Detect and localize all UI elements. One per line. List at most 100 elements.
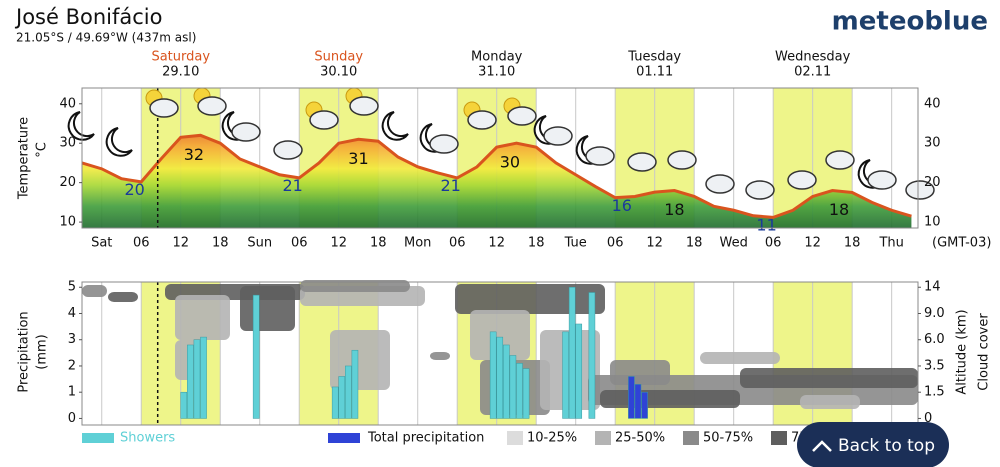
precip-bar	[522, 368, 530, 419]
timezone: (GMT-03)	[932, 236, 991, 251]
day-name: Monday	[471, 50, 523, 65]
brand: meteoblue	[832, 7, 988, 37]
y-tick-label: 5	[68, 280, 76, 295]
cloud-icon	[429, 134, 459, 154]
y-unit: (mm)	[35, 334, 50, 369]
y2-tick-label: 3.5	[924, 358, 945, 373]
y-tick-label: 3	[68, 332, 76, 347]
precip-bar	[252, 294, 260, 419]
cloud-icon	[787, 170, 817, 190]
y-tick-label-right: 10	[924, 215, 941, 230]
x-tick-label: Wed	[720, 236, 748, 251]
x-tick-label: 06	[765, 236, 782, 251]
precip-bar	[193, 339, 201, 419]
cloud-icon	[197, 96, 227, 116]
extreme-label: 18	[664, 200, 684, 219]
legend-label: 25-50%	[615, 431, 665, 446]
precip-bar	[641, 391, 648, 419]
day-name: Saturday	[151, 50, 210, 65]
precip-bar	[351, 349, 359, 419]
day-name: Tuesday	[627, 50, 681, 65]
coords: 21.05°S / 49.69°W (437m asl)	[16, 31, 196, 45]
cloud-layer	[470, 310, 530, 360]
cloud-layer	[82, 285, 107, 297]
y-tick-label-right: 30	[924, 136, 941, 151]
x-tick-label: Sun	[247, 236, 272, 251]
y-tick-label: 1	[68, 385, 76, 400]
precip-bar	[516, 363, 523, 419]
precip-bar	[200, 336, 207, 419]
cloud-layer	[300, 280, 410, 292]
y-tick-label: 0	[68, 411, 76, 426]
y-tick-label-right: 20	[924, 175, 941, 190]
precip-bar	[496, 336, 504, 419]
legend-swatch	[82, 433, 114, 443]
x-tick-label: Sat	[91, 236, 112, 251]
precip-bar	[575, 323, 583, 419]
button-bg[interactable]	[797, 422, 949, 467]
extreme-label: 11	[756, 216, 776, 235]
button-label[interactable]: Back to top	[838, 436, 935, 456]
y2-label2: Cloud cover	[977, 313, 992, 391]
cloud-icon	[507, 106, 537, 126]
extreme-label: 31	[348, 149, 368, 168]
y-label: Temperature	[17, 117, 32, 200]
x-tick-label: 18	[370, 236, 387, 251]
day-date: 31.10	[478, 65, 515, 80]
day-date: 29.10	[162, 65, 199, 80]
back-to-top[interactable]: Back to top	[797, 422, 949, 467]
legend-label: 10-25%	[527, 431, 577, 446]
x-tick-label: Thu	[878, 236, 903, 251]
precip-bar	[187, 344, 194, 419]
cloud-layer	[455, 284, 605, 314]
cloud-icon	[149, 98, 179, 118]
precip-bar	[489, 331, 497, 419]
x-tick-label: 12	[488, 236, 505, 251]
cloud-icon	[231, 122, 261, 142]
extreme-label: 16	[612, 196, 632, 215]
y-label: Precipitation	[17, 311, 32, 392]
y2-label: Altitude (km)	[955, 309, 970, 394]
plot-border	[81, 281, 919, 426]
moon-icon	[381, 111, 409, 141]
legend-swatch	[683, 431, 699, 445]
cloud-icon	[745, 180, 775, 200]
x-tick-label: 06	[291, 236, 308, 251]
x-tick-label: 06	[133, 236, 150, 251]
day-name: Sunday	[314, 50, 363, 65]
precip-bar	[562, 331, 569, 419]
cloud-icon	[467, 110, 497, 130]
day-date: 01.11	[636, 65, 673, 80]
cloud-icon	[543, 126, 573, 146]
moon-icon	[105, 127, 133, 157]
x-tick-label: 12	[646, 236, 663, 251]
cloud-layer	[108, 292, 138, 302]
cloud-icon	[273, 140, 303, 160]
extreme-label: 32	[184, 145, 204, 164]
y2-tick-label: 9.0	[924, 306, 945, 321]
chevron	[812, 440, 832, 452]
y2-tick-label: 14	[924, 280, 941, 295]
cloud-layer	[600, 390, 740, 408]
y-tick-label: 30	[59, 136, 76, 151]
cloud-layer	[240, 286, 295, 331]
legend-label: Showers	[120, 431, 175, 446]
y-tick-label: 2	[68, 358, 76, 373]
y-tick-label: 20	[59, 175, 76, 190]
cloud-icon	[825, 150, 855, 170]
x-tick-label: 18	[528, 236, 545, 251]
cloud-layer	[740, 368, 918, 388]
legend-label: Total precipitation	[367, 431, 484, 446]
cloud-layer	[700, 352, 780, 364]
x-tick-label: Tue	[564, 236, 587, 251]
x-tick-label: 06	[607, 236, 624, 251]
y2-tick-label: 0	[924, 411, 932, 426]
legend-label: 50-75%	[703, 431, 753, 446]
temperature-line	[81, 133, 912, 219]
x-tick-label: Mon	[404, 236, 431, 251]
y-tick-label: 10	[59, 215, 76, 230]
cloud-layer	[430, 352, 450, 360]
cloud-icon	[867, 170, 897, 190]
location: José Bonifácio	[14, 5, 162, 29]
